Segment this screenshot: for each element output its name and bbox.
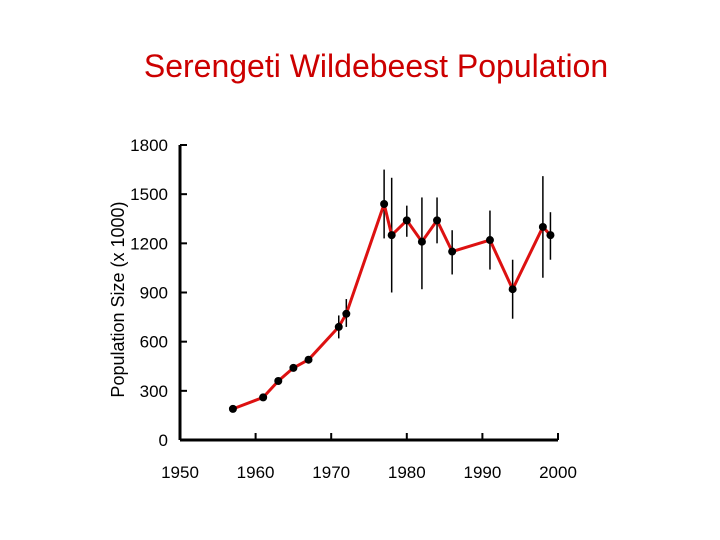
y-tick-label: 600 [140, 333, 168, 352]
y-axis-ticks: 0 300 600 900 1200 1500 1800 [130, 136, 187, 450]
data-point [334, 322, 343, 331]
chart-title: Serengeti Wildebeest Population [143, 48, 609, 84]
data-point [546, 231, 555, 240]
data-point [259, 393, 268, 402]
y-tick-label: 900 [140, 284, 168, 303]
x-tick-label: 1960 [237, 463, 275, 482]
data-point [289, 363, 298, 372]
data-point [228, 404, 237, 413]
data-point [387, 231, 396, 240]
x-tick-label: 1950 [161, 463, 199, 482]
data-point [433, 216, 442, 225]
y-tick-label: 300 [140, 382, 168, 401]
data-point [538, 222, 547, 231]
y-tick-label: 1800 [130, 136, 168, 155]
x-tick-label: 1970 [312, 463, 350, 482]
y-tick-label: 0 [159, 431, 168, 450]
y-tick-label: 1200 [130, 234, 168, 253]
data-point [448, 247, 457, 256]
data-point [342, 309, 351, 318]
x-tick-label: 1990 [463, 463, 501, 482]
data-point [485, 236, 494, 245]
data-points [228, 200, 555, 413]
data-point [380, 200, 389, 208]
data-point [508, 285, 517, 294]
y-axis-label: Population Size (x 1000) [108, 201, 128, 397]
data-point [274, 377, 283, 385]
x-tick-label: 2000 [539, 463, 577, 482]
y-tick-label: 1500 [130, 185, 168, 204]
x-axis-ticks: 1950 1960 1970 1980 1990 2000 [161, 433, 577, 482]
x-tick-label: 1980 [388, 463, 426, 482]
data-point [402, 216, 411, 225]
data-point [304, 355, 313, 364]
error-bars [338, 169, 552, 339]
data-point [417, 237, 426, 246]
